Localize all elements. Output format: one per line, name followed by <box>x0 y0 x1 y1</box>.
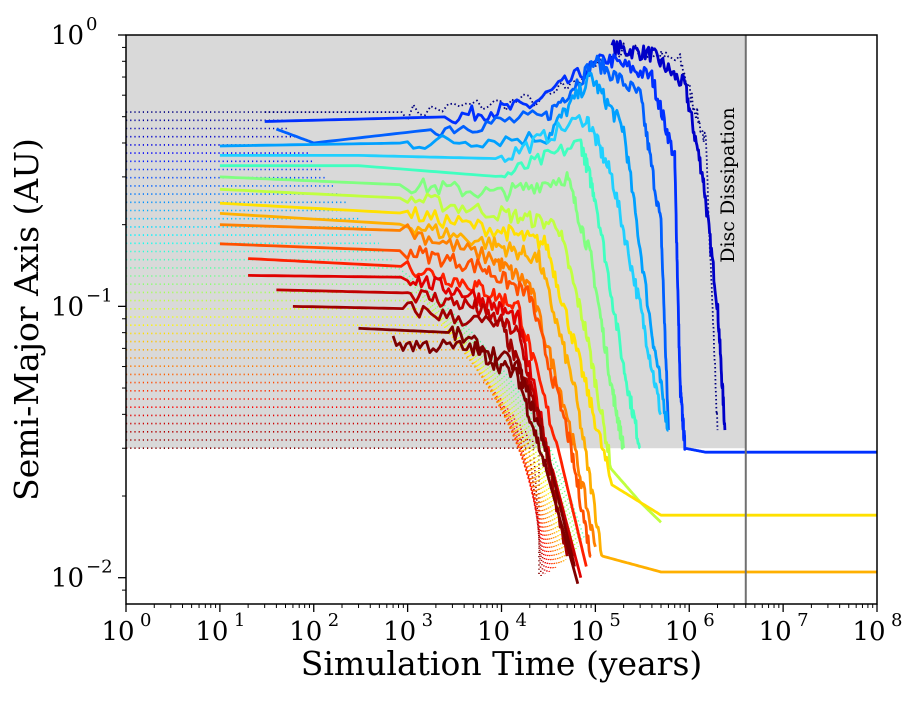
x-tick-exponent: 1 <box>234 610 245 631</box>
planet-track-17 <box>358 325 576 567</box>
initial-embryo-track <box>126 340 567 561</box>
axes: 10 0 10 1 10 2 10 3 10 4 10 5 10 6 10 7 10 810 010 −110 −2 <box>51 14 903 647</box>
planet-track-6 <box>219 138 642 450</box>
initial-embryo-track <box>126 299 577 550</box>
x-tick-label: 10 <box>383 617 416 647</box>
planet-track-13 <box>248 257 588 567</box>
disc-dissipation-label: Disc Dissipation <box>717 107 739 263</box>
initial-embryo-track <box>126 357 563 564</box>
planet-track-7 <box>219 171 625 450</box>
x-tick-label: 10 <box>477 617 510 647</box>
y-tick-exponent: −2 <box>86 557 113 578</box>
planet-track-2 <box>264 53 877 454</box>
y-tick-label: 10 <box>51 292 84 322</box>
y-tick-exponent: −1 <box>86 285 113 306</box>
x-tick-label: 10 <box>195 617 228 647</box>
x-tick-exponent: 5 <box>609 610 620 631</box>
y-axis-label: Semi-Major Axis (AU) <box>7 138 46 501</box>
x-tick-label: 10 <box>289 617 322 647</box>
x-tick-exponent: 2 <box>328 610 339 631</box>
planet-track-9 <box>219 201 877 517</box>
y-tick-label: 10 <box>51 21 84 51</box>
initial-embryo-track <box>126 332 569 559</box>
plot-area <box>126 35 877 604</box>
planet-track-1 <box>610 39 727 431</box>
x-axis-label: Simulation Time (years) <box>301 644 703 683</box>
x-tick-label: 10 <box>665 617 698 647</box>
planet-track-0 <box>264 42 719 431</box>
initial-embryo-track <box>126 283 582 545</box>
planet-track-8 <box>219 187 662 524</box>
x-tick-exponent: 4 <box>516 610 527 631</box>
initial-embryo-track <box>126 316 573 554</box>
x-tick-label: 10 <box>852 617 885 647</box>
x-tick-label: 10 <box>571 617 604 647</box>
initial-embryo-track <box>126 348 565 562</box>
planet-track-12 <box>219 242 592 558</box>
x-tick-exponent: 0 <box>140 610 151 631</box>
planet-track-5 <box>219 114 662 416</box>
series-group <box>126 39 877 585</box>
x-tick-exponent: 8 <box>891 610 902 631</box>
x-tick-label: 10 <box>759 617 792 647</box>
y-tick-label: 10 <box>51 564 84 594</box>
x-tick-exponent: 7 <box>797 610 808 631</box>
initial-embryo-track <box>126 291 579 547</box>
x-tick-exponent: 6 <box>703 610 714 631</box>
initial-embryo-track <box>126 365 561 566</box>
initial-embryo-track <box>126 267 586 539</box>
initial-embryo-track <box>126 307 575 552</box>
planet-track-4 <box>219 71 670 432</box>
x-tick-label: 10 <box>101 617 134 647</box>
y-tick-exponent: 0 <box>86 14 97 35</box>
initial-embryo-track <box>126 373 559 567</box>
planet-track-3 <box>275 54 670 431</box>
initial-embryo-track <box>126 324 571 557</box>
planet-track-18 <box>391 335 580 585</box>
planet-track-10 <box>219 212 877 574</box>
x-tick-exponent: 3 <box>422 610 433 631</box>
